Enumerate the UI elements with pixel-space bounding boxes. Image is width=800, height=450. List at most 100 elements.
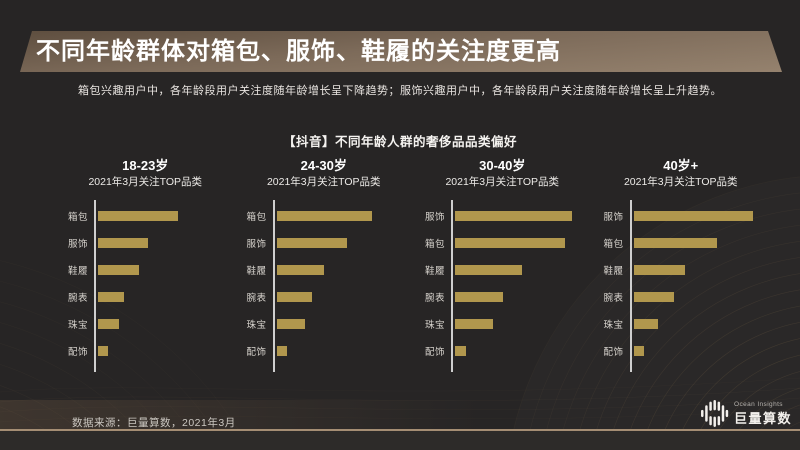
- bar-row: 箱包: [68, 202, 235, 229]
- bar-箱包: [633, 237, 717, 248]
- bar-row: 配饰: [603, 337, 771, 364]
- bottom-strip: [0, 431, 800, 450]
- category-label: 腕表: [67, 292, 88, 304]
- bar-row: 服饰: [603, 202, 771, 229]
- chart-group-title: 【抖音】不同年龄人群的奢侈品品类偏好: [282, 135, 517, 149]
- category-label: 腕表: [424, 292, 445, 304]
- bar-row: 珠宝: [246, 310, 414, 337]
- bar-服饰: [455, 210, 572, 221]
- bar-row: 珠宝: [603, 310, 771, 337]
- brand-logo: Ocean Insights 巨量算数: [700, 399, 792, 428]
- bottom-divider-line: [0, 429, 800, 431]
- chart-subtitle: 2021年3月关注TOP品类: [266, 176, 381, 188]
- category-label: 箱包: [67, 211, 88, 223]
- bar-row: 珠宝: [68, 310, 235, 337]
- category-label: 珠宝: [246, 319, 267, 331]
- bar-箱包: [276, 210, 372, 221]
- bar-珠宝: [455, 318, 493, 329]
- category-label: 鞋履: [246, 265, 267, 277]
- bar-配饰: [633, 345, 644, 356]
- logo-text-en: Ocean Insights: [733, 400, 783, 408]
- bar-row: 腕表: [68, 283, 235, 310]
- chart-age-label: 40岁+: [663, 158, 699, 173]
- chart-age-18-23: 18-23岁 2021年3月关注TOP品类 箱包服饰鞋履腕表珠宝配饰: [56, 157, 235, 372]
- category-label: 鞋履: [67, 265, 88, 277]
- category-label: 配饰: [603, 346, 624, 358]
- bar-配饰: [455, 345, 466, 356]
- category-label: 珠宝: [603, 319, 624, 331]
- category-label: 配饰: [246, 346, 267, 358]
- bar-row: 鞋履: [246, 256, 414, 283]
- bar-鞋履: [633, 264, 685, 275]
- data-source: 数据来源：巨量算数，2021年3月: [72, 417, 236, 429]
- bar-鞋履: [276, 264, 324, 275]
- page-title: 不同年龄群体对箱包、服饰、鞋履的关注度更高: [36, 38, 561, 65]
- bar-row: 腕表: [246, 283, 414, 310]
- bar-鞋履: [98, 264, 139, 275]
- charts-row: 18-23岁 2021年3月关注TOP品类 箱包 服饰 鞋履 腕表 珠宝 配饰 24-30…: [56, 157, 771, 372]
- bar-腕表: [455, 291, 503, 302]
- page-subtitle: 箱包兴趣用户中，各年龄段用户关注度随年龄增长呈下降趋势；服饰兴趣用户中，各年龄段…: [78, 85, 722, 97]
- bar-row: 鞋履: [603, 256, 771, 283]
- bar-服饰: [276, 237, 347, 248]
- bar-row: 鞋履: [68, 256, 235, 283]
- bar-鞋履: [455, 264, 522, 275]
- bar-plot: 箱包服饰鞋履腕表珠宝配饰: [235, 200, 414, 372]
- category-label: 箱包: [424, 238, 445, 250]
- bar-row: 配饰: [68, 337, 235, 364]
- bar-箱包: [98, 210, 178, 221]
- bar-plot: 箱包服饰鞋履腕表珠宝配饰: [56, 200, 235, 372]
- category-label: 服饰: [424, 211, 445, 223]
- bar-row: 服饰: [246, 229, 414, 256]
- bar-配饰: [98, 345, 108, 356]
- bar-plot: 服饰箱包鞋履腕表珠宝配饰: [592, 200, 771, 372]
- bar-row: 服饰: [68, 229, 235, 256]
- chart-age-label: 18-23岁: [122, 158, 169, 173]
- category-label: 配饰: [67, 346, 88, 358]
- bar-row: 腕表: [603, 283, 771, 310]
- chart-age-24-30: 24-30岁 2021年3月关注TOP品类 箱包 服饰 鞋履 腕表 珠宝 配饰: [235, 157, 414, 372]
- bar-箱包: [455, 237, 565, 248]
- bar-腕表: [633, 291, 674, 302]
- chart-subtitle: 2021年3月关注TOP品类: [623, 176, 738, 188]
- footer-glow: [0, 400, 480, 429]
- category-label: 腕表: [246, 292, 267, 304]
- chart-age-30-40: 30-40岁 2021年3月关注TOP品类 服饰箱包鞋履腕表珠宝配饰: [413, 157, 592, 372]
- bar-服饰: [633, 210, 753, 221]
- bar-row: 鞋履: [425, 256, 592, 283]
- category-label: 配饰: [424, 346, 445, 358]
- category-label: 珠宝: [67, 319, 88, 331]
- bar-腕表: [98, 291, 124, 302]
- bar-row: 配饰: [246, 337, 414, 364]
- ocean-insights-logo-icon: [701, 400, 729, 427]
- category-label: 鞋履: [603, 265, 624, 277]
- bar-row: 珠宝: [425, 310, 592, 337]
- bar-腕表: [276, 291, 312, 302]
- bar-配饰: [276, 345, 287, 356]
- bar-珠宝: [276, 318, 305, 329]
- bar-row: 配饰: [425, 337, 592, 364]
- bar-row: 箱包: [603, 229, 771, 256]
- chart-age-label: 30-40岁: [479, 158, 526, 173]
- category-label: 箱包: [603, 238, 624, 250]
- category-label: 服饰: [67, 238, 88, 250]
- bar-row: 箱包: [246, 202, 414, 229]
- category-label: 珠宝: [424, 319, 445, 331]
- category-label: 箱包: [246, 211, 267, 223]
- logo-text-cn: 巨量算数: [733, 410, 792, 426]
- category-label: 腕表: [603, 292, 624, 304]
- category-label: 服饰: [246, 238, 267, 250]
- bar-服饰: [98, 237, 148, 248]
- chart-subtitle: 2021年3月关注TOP品类: [445, 176, 560, 188]
- chart-subtitle: 2021年3月关注TOP品类: [88, 176, 203, 188]
- category-label: 服饰: [603, 211, 624, 223]
- title-banner: 不同年龄群体对箱包、服饰、鞋履的关注度更高: [20, 31, 782, 72]
- bar-珠宝: [98, 318, 119, 329]
- bar-row: 箱包: [425, 229, 592, 256]
- bar-row: 服饰: [425, 202, 592, 229]
- chart-age-40-plus: 40岁+ 2021年3月关注TOP品类 服饰箱包鞋履腕表珠宝配饰: [592, 157, 771, 372]
- bar-珠宝: [633, 318, 658, 329]
- bar-row: 腕表: [425, 283, 592, 310]
- category-label: 鞋履: [424, 265, 445, 277]
